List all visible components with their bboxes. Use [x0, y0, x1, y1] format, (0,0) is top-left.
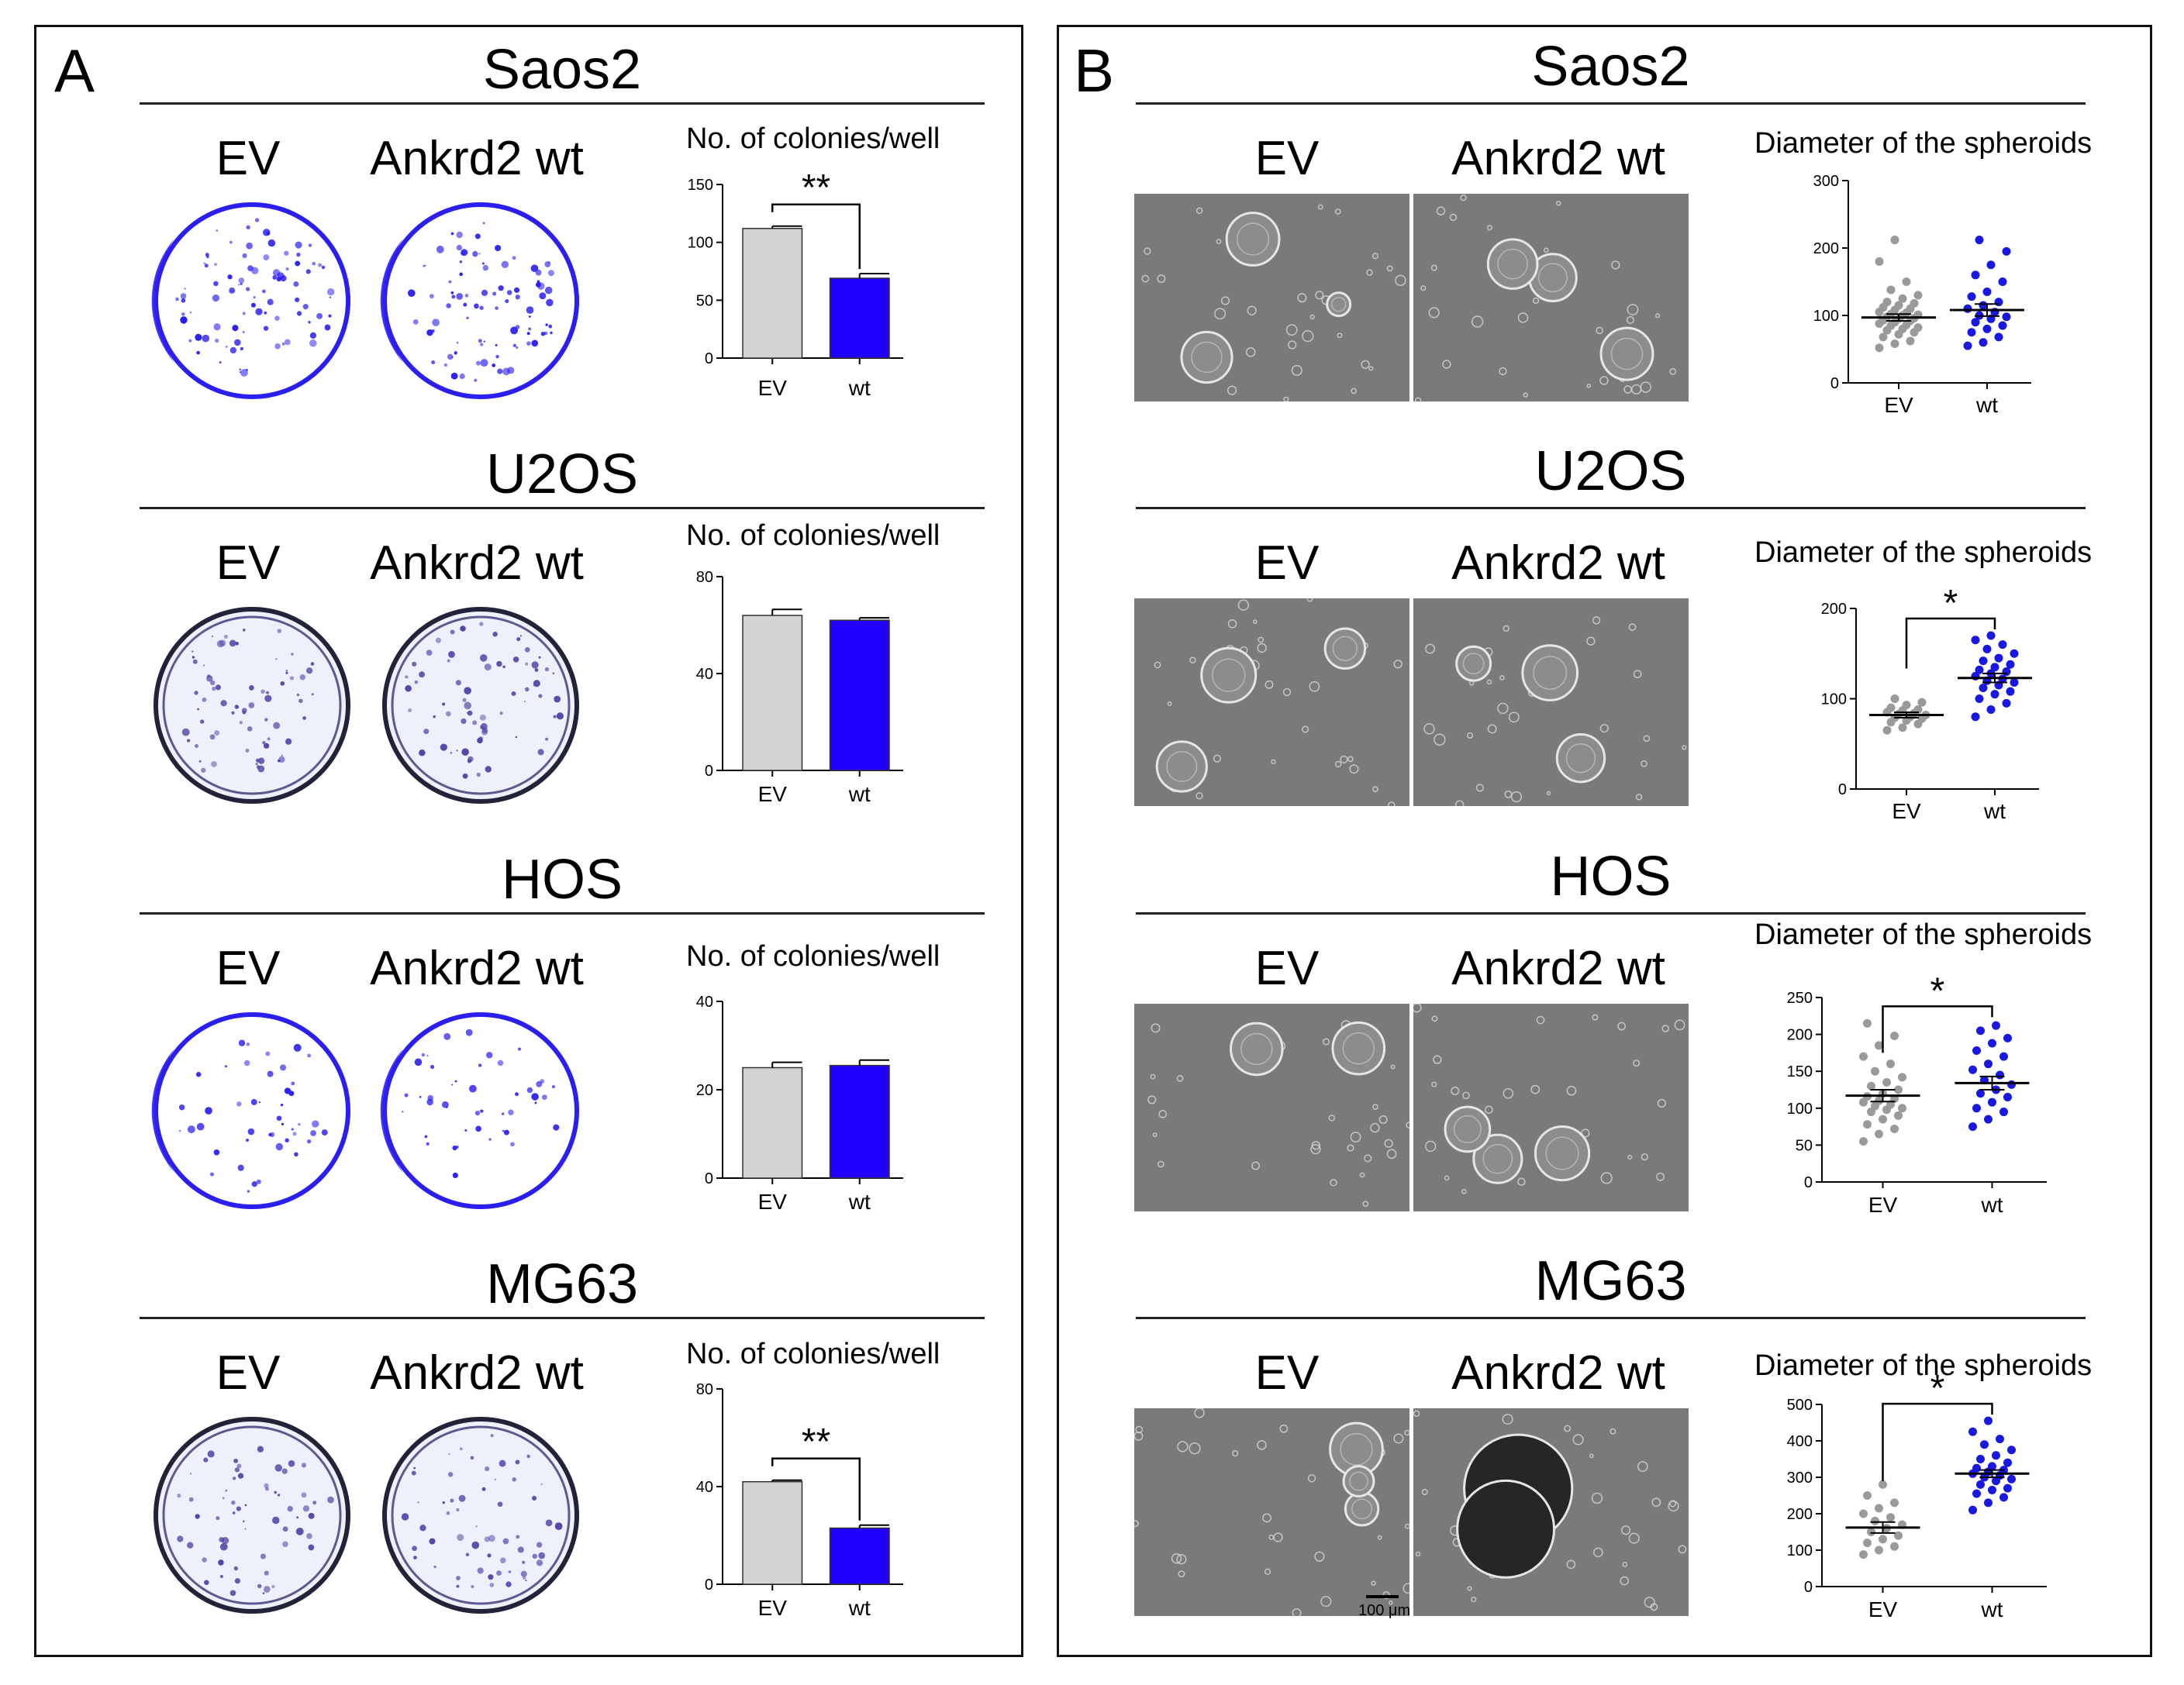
ev-microscopy-image [1134, 1004, 1409, 1211]
ev-label: EV [1254, 132, 1320, 185]
chart-title: No. of colonies/well [686, 1338, 940, 1370]
panel-b-row-title: Saos2 [1531, 36, 1690, 98]
panel-a-row-title: Saos2 [482, 39, 642, 101]
scale-bar-label: 100 μm [1358, 1602, 1411, 1619]
ankrd2-wt-label: Ankrd2 wt [1451, 1346, 1665, 1400]
section-divider [1136, 912, 2086, 915]
section-divider [1136, 1317, 2086, 1319]
chart-title: Diameter of the spheroids [1754, 536, 2093, 569]
panel-a-row-title: U2OS [485, 443, 639, 505]
ev-label: EV [1254, 1346, 1320, 1400]
ev-label: EV [216, 132, 281, 185]
ev-dish-image [154, 1417, 350, 1614]
panel-a-label: A [54, 36, 95, 105]
ankrd2-wt-label: Ankrd2 wt [370, 1346, 584, 1400]
wt-microscopy-image [1413, 1004, 1689, 1211]
ankrd2-wt-label: Ankrd2 wt [1451, 132, 1665, 185]
section-divider [140, 912, 985, 915]
panel-a-row-title: HOS [501, 849, 623, 911]
ev-dish-image [151, 202, 350, 399]
wt-dish-image [382, 1417, 579, 1614]
wt-dish-image [382, 607, 579, 804]
ev-microscopy-image [1134, 194, 1409, 401]
ev-label: EV [216, 1346, 281, 1400]
chart-title: No. of colonies/well [686, 940, 940, 973]
ev-label: EV [216, 942, 281, 995]
wt-microscopy-image [1413, 194, 1689, 401]
section-divider [1136, 507, 2086, 509]
panel-a-frame [34, 25, 1023, 1657]
ankrd2-wt-label: Ankrd2 wt [370, 132, 584, 185]
ankrd2-wt-label: Ankrd2 wt [370, 536, 584, 590]
panel-b-frame [1057, 25, 2152, 1657]
wt-microscopy-image [1413, 1408, 1689, 1616]
ev-label: EV [1254, 942, 1320, 995]
chart-title: Diameter of the spheroids [1754, 127, 2093, 160]
wt-dish-image [380, 202, 579, 399]
ev-label: EV [1254, 536, 1320, 590]
section-divider [140, 102, 985, 105]
scale-bar [1366, 1595, 1399, 1598]
panel-b-row-title: U2OS [1534, 440, 1687, 502]
ankrd2-wt-label: Ankrd2 wt [1451, 942, 1665, 995]
section-divider [1136, 102, 2086, 105]
wt-dish-image [380, 1012, 579, 1209]
panel-a-row-title: MG63 [485, 1253, 639, 1315]
panel-b-label: B [1074, 36, 1115, 105]
ev-dish-image [151, 1012, 350, 1209]
ev-microscopy-image [1134, 1408, 1409, 1616]
chart-title: Diameter of the spheroids [1754, 1349, 2093, 1382]
chart-title: No. of colonies/well [686, 122, 940, 155]
panel-b-row-title: MG63 [1534, 1250, 1687, 1312]
ev-microscopy-image [1134, 598, 1409, 806]
ankrd2-wt-label: Ankrd2 wt [370, 942, 584, 995]
chart-title: Diameter of the spheroids [1754, 918, 2093, 951]
section-divider [140, 1317, 985, 1319]
chart-title: No. of colonies/well [686, 519, 940, 552]
ev-dish-image [154, 607, 350, 804]
panel-b-row-title: HOS [1550, 846, 1672, 908]
wt-microscopy-image [1413, 598, 1689, 806]
ev-label: EV [216, 536, 281, 590]
section-divider [140, 507, 985, 509]
ankrd2-wt-label: Ankrd2 wt [1451, 536, 1665, 590]
